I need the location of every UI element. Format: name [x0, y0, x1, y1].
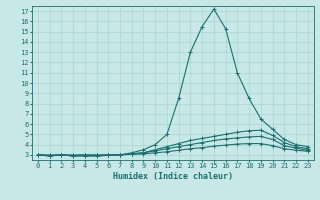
X-axis label: Humidex (Indice chaleur): Humidex (Indice chaleur) [113, 172, 233, 181]
